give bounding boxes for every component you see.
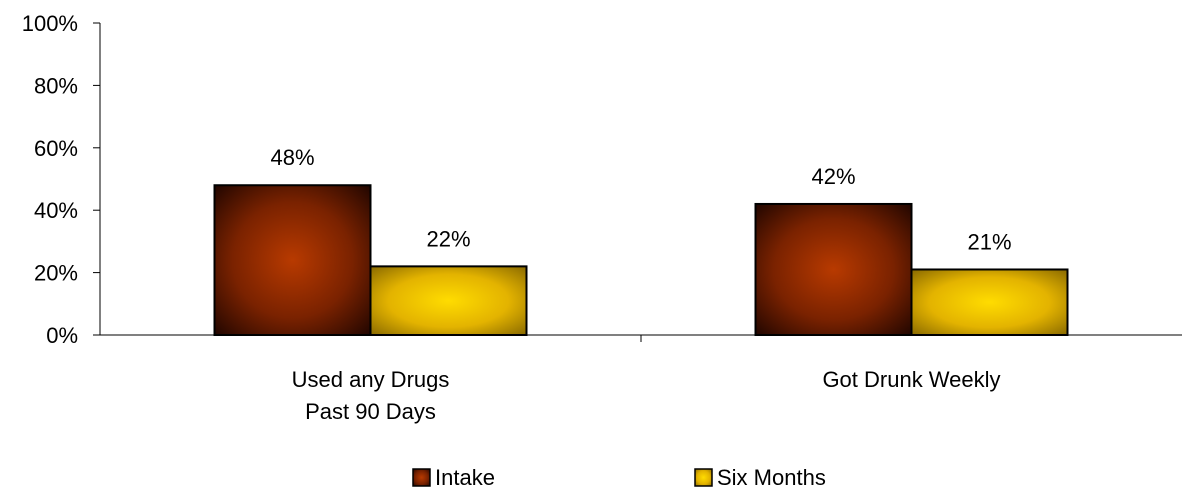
bar-six-months-2 xyxy=(910,268,1069,337)
data-label-intake-1: 48% xyxy=(270,145,314,170)
y-tick-label: 0% xyxy=(46,323,78,348)
data-label-intake-2: 42% xyxy=(811,164,855,189)
y-tick-label: 60% xyxy=(34,136,78,161)
y-tick-label: 80% xyxy=(34,73,78,98)
data-label-six-months-1: 22% xyxy=(426,226,470,251)
legend-swatch-six-months xyxy=(694,468,713,487)
data-labels: 48% 22% 42% 21% xyxy=(270,145,1011,254)
category-labels: Used any Drugs Past 90 Days Got Drunk Week… xyxy=(292,367,1001,424)
category-label: Used any Drugs Past 90 Days xyxy=(292,367,450,424)
y-tick-label: 40% xyxy=(34,198,78,223)
legend-swatch-intake xyxy=(412,468,431,487)
legend-label-intake: Intake xyxy=(435,465,495,490)
y-tick-label: 20% xyxy=(34,261,78,286)
bars xyxy=(213,184,1069,337)
bar-intake-2 xyxy=(754,202,913,336)
y-tick-label: 100% xyxy=(22,11,78,36)
category-label: Got Drunk Weekly xyxy=(822,367,1000,392)
bar-intake-1 xyxy=(213,184,372,336)
axes: 0% 20% 40% 60% 80% 100% xyxy=(22,11,1182,348)
legend: Intake Six Months xyxy=(412,465,826,490)
data-label-six-months-2: 21% xyxy=(967,229,1011,254)
bar-six-months-1 xyxy=(369,265,528,336)
legend-label-six-months: Six Months xyxy=(717,465,826,490)
